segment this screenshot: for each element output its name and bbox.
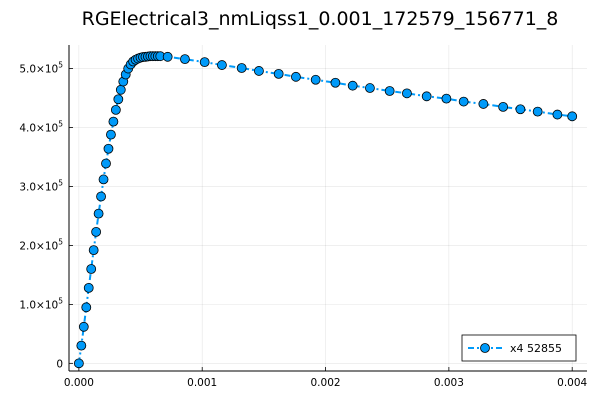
x-tick-label-1: 0.001 xyxy=(187,377,217,389)
data-point-11 xyxy=(101,158,111,169)
data-point-39 xyxy=(254,66,264,76)
legend-marker-swatch xyxy=(480,343,490,353)
data-point-37 xyxy=(217,60,227,70)
data-point-15 xyxy=(110,104,121,115)
x-tick-label-2: 0.002 xyxy=(311,377,341,389)
data-point-45 xyxy=(365,83,375,93)
data-markers xyxy=(73,51,578,369)
data-point-49 xyxy=(441,93,452,104)
y-tick-label-1: 1.0×105 xyxy=(19,296,63,311)
data-point-16 xyxy=(113,94,124,105)
data-point-50 xyxy=(458,96,469,107)
data-point-54 xyxy=(532,106,543,117)
data-point-36 xyxy=(199,57,210,67)
grid-lines xyxy=(69,45,587,371)
x-tick-labels: 0.000 0.001 0.002 0.003 0.004 xyxy=(64,377,588,389)
data-point-4 xyxy=(83,282,94,293)
legend: x4 52855 xyxy=(461,334,577,362)
data-point-48 xyxy=(421,91,432,102)
data-point-14 xyxy=(108,116,119,127)
data-point-35 xyxy=(180,54,190,65)
data-point-43 xyxy=(330,77,341,88)
data-point-2 xyxy=(78,321,89,332)
y-tick-label-0: 0 xyxy=(56,358,63,370)
y-tick-label-5: 5.0×105 xyxy=(19,61,63,76)
data-point-47 xyxy=(402,88,412,99)
data-point-53 xyxy=(515,104,526,115)
data-point-17 xyxy=(115,84,126,95)
chart-title: RGElectrical3_nmLiqss1_0.001_172579_1567… xyxy=(82,8,559,30)
data-point-38 xyxy=(236,63,247,73)
data-point-52 xyxy=(498,102,509,112)
data-point-0 xyxy=(73,358,84,369)
data-point-42 xyxy=(310,74,321,85)
y-tick-label-2: 2.0×105 xyxy=(19,237,63,252)
data-point-5 xyxy=(86,264,97,274)
axes-frame xyxy=(68,45,587,372)
data-point-8 xyxy=(93,208,104,219)
data-point-40 xyxy=(273,68,284,79)
data-point-13 xyxy=(106,129,116,140)
x-tick-label-4: 0.004 xyxy=(557,377,587,389)
data-point-10 xyxy=(98,174,109,185)
y-tick-label-3: 3.0×105 xyxy=(19,178,63,193)
data-point-6 xyxy=(88,245,99,256)
legend-label: x4 52855 xyxy=(510,342,562,355)
y-tick-label-4: 4.0×105 xyxy=(19,120,63,135)
data-point-9 xyxy=(96,191,106,202)
y-tick-labels: 0 1.0×105 2.0×105 3.0×105 4.0×105 5.0×105 xyxy=(19,61,63,371)
x-tick-label-3: 0.003 xyxy=(434,377,464,389)
data-point-34 xyxy=(162,51,173,62)
data-point-51 xyxy=(478,99,489,109)
data-point-44 xyxy=(347,80,358,91)
data-point-12 xyxy=(103,143,114,154)
x-tick-label-0: 0.000 xyxy=(64,377,94,389)
data-point-56 xyxy=(567,111,578,122)
data-point-55 xyxy=(552,109,563,120)
data-point-3 xyxy=(81,302,92,313)
data-point-7 xyxy=(91,226,102,237)
data-point-41 xyxy=(291,71,301,82)
data-point-46 xyxy=(384,86,395,96)
data-point-1 xyxy=(76,340,87,351)
